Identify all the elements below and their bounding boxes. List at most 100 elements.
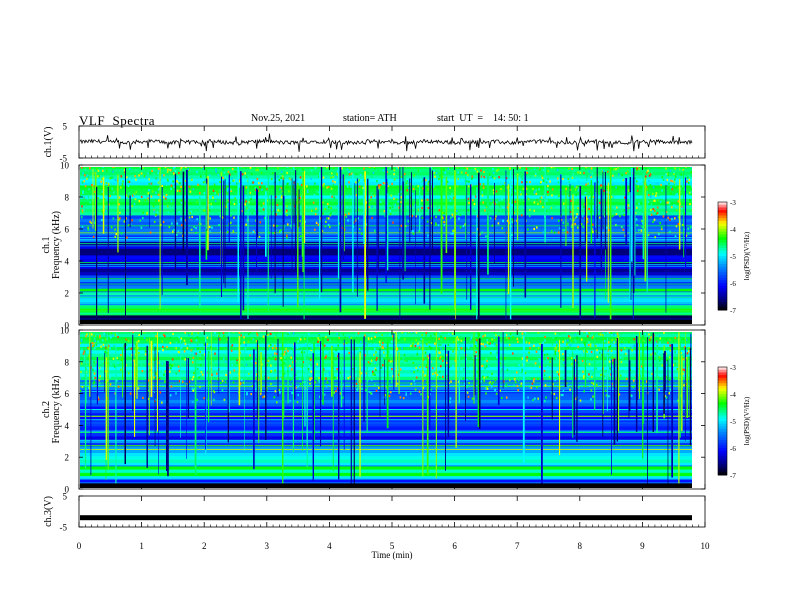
ch1-spectrogram-speckle xyxy=(279,181,281,184)
ch2-spectrogram-speckle xyxy=(474,344,477,348)
ch2-spectrogram-streak xyxy=(287,356,289,404)
ch2-spectrogram-speckle xyxy=(588,332,590,333)
ch2-spectrogram-speckle xyxy=(564,339,567,342)
ch2-spectrogram-speckle xyxy=(97,398,100,401)
ch1-spectrogram-speckle xyxy=(277,175,279,178)
ch2-spectrogram-band xyxy=(80,346,692,351)
ch2-spectrogram-speckle xyxy=(412,342,414,345)
ch2-spectrogram-speckle xyxy=(411,345,414,348)
ch2-spectrogram-speckle xyxy=(290,368,293,371)
ch1-spectrogram-speckle xyxy=(451,192,453,196)
ch2-spectrogram-speckle xyxy=(602,332,605,333)
ch2-spectrogram-speckle xyxy=(153,348,155,351)
ch1-spectrogram-speckle xyxy=(344,195,346,198)
ch1-spectrogram-speckle xyxy=(569,218,572,221)
ch2-spectrogram-speckle xyxy=(248,352,250,355)
ch2-spectrogram-speckle xyxy=(591,358,593,361)
ch1-spectrogram-speckle xyxy=(88,188,90,191)
ch1-spectrogram-speckle xyxy=(84,204,87,207)
ch1-spectrogram-speckle xyxy=(338,222,341,225)
ch2-spectrogram-speckle xyxy=(82,352,85,355)
ch1-spectrogram-speckle xyxy=(557,177,559,180)
ch1-spectrogram-speckle xyxy=(365,201,368,204)
ch2-spectrogram-speckle xyxy=(311,368,313,371)
ch2-spectrogram-speckle xyxy=(142,396,144,399)
ch1-spectrogram-speckle xyxy=(528,214,531,218)
ch2-spectrogram-speckle xyxy=(230,376,233,379)
ch2-spectrogram-speckle xyxy=(286,332,289,334)
ch2-spectrogram-speckle xyxy=(218,332,221,335)
ch2-spectrogram-speckle xyxy=(83,355,86,358)
ch1-spectrogram-speckle xyxy=(652,210,654,213)
ch1-spectrogram-speckle xyxy=(691,218,692,221)
ch2-spectrogram-speckle xyxy=(199,350,201,353)
ch1-spectrogram-speckle xyxy=(115,232,118,236)
ch1-spectrogram-speckle xyxy=(535,192,538,195)
ch1-spectrogram-speckle xyxy=(366,171,368,174)
ch2-spectrogram-colorbar-seg xyxy=(718,472,727,476)
ch2-spectrogram-speckle xyxy=(210,361,212,364)
ch1-spectrogram-speckle xyxy=(179,189,181,192)
ch2-spectrogram-speckle xyxy=(262,335,265,338)
ch1-spectrogram-streak xyxy=(337,167,340,279)
ch2-spectrogram-speckle xyxy=(201,354,204,357)
ch1-spectrogram-speckle xyxy=(90,221,93,225)
ch1-spectrogram-speckle xyxy=(193,225,195,228)
ch2-spectrogram-speckle xyxy=(81,351,84,354)
ch1-spectrogram-speckle xyxy=(348,173,351,176)
ch2-spectrogram-speckle xyxy=(467,366,469,369)
ch2-spectrogram-speckle xyxy=(374,361,377,365)
ch2-spectrogram-speckle xyxy=(209,338,212,341)
ch2-spectrogram-speckle xyxy=(485,387,487,390)
ch2-spectrogram-speckle xyxy=(317,379,319,382)
ch2-spectrogram-colorbar-tick: -5 xyxy=(730,418,736,426)
ch1-spectrogram-speckle xyxy=(314,213,317,216)
ch2-spectrogram-speckle xyxy=(470,336,473,339)
ch1-spectrogram-speckle xyxy=(128,224,130,227)
ch2-spectrogram-speckle xyxy=(103,332,106,335)
ch1-spectrogram-speckle xyxy=(619,215,621,218)
ch2-spectrogram-streak xyxy=(652,332,654,432)
ch2-spectrogram-speckle xyxy=(224,380,227,383)
ch1-spectrogram-speckle xyxy=(245,186,248,189)
ch1-spectrogram-speckle xyxy=(430,167,433,169)
ch1-spectrogram-speckle xyxy=(164,167,167,169)
ch2-spectrogram-speckle xyxy=(317,340,319,343)
ch1-spectrogram-speckle xyxy=(361,232,363,235)
ch2-spectrogram-streak xyxy=(435,332,437,479)
ch1-spectrogram-colorbar-seg xyxy=(718,266,727,270)
ch2-spectrogram-streak xyxy=(167,361,169,477)
ch2-spectrogram-speckle xyxy=(596,383,598,386)
ch1-spectrogram-speckle xyxy=(498,199,501,202)
ch2-spectrogram-speckle xyxy=(329,357,331,360)
ch1-spectrogram-speckle xyxy=(378,186,381,189)
ch2-spectrogram-speckle xyxy=(659,359,661,362)
ch1-spectrogram-speckle xyxy=(458,217,460,220)
ch1-spectrogram-speckle xyxy=(645,186,648,189)
ch2-spectrogram-speckle xyxy=(302,361,304,364)
ch2-spectrogram-speckle xyxy=(470,344,472,347)
ch1-spectrogram-speckle xyxy=(690,174,692,177)
ch1-spectrogram-speckle xyxy=(584,167,587,170)
ch1-spectrogram-speckle xyxy=(288,177,291,180)
ch1-spectrogram-streak xyxy=(339,167,342,313)
ch2-spectrogram-speckle xyxy=(475,341,477,344)
ch2-spectrogram-speckle xyxy=(431,374,434,378)
ch2-spectrogram-speckle xyxy=(462,351,464,354)
ch1-spectrogram-speckle xyxy=(556,168,559,172)
ch2-spectrogram-streak xyxy=(386,341,389,429)
ch1-spectrogram-speckle xyxy=(482,183,485,186)
ch1-spectrogram-speckle xyxy=(173,186,175,189)
ch3-waveform-trace xyxy=(80,515,692,521)
ch1-spectrogram-speckle xyxy=(605,226,608,229)
ch1-spectrogram-speckle xyxy=(382,182,385,185)
ch1-spectrogram-speckle xyxy=(277,209,279,212)
ch2-spectrogram-speckle xyxy=(144,376,147,380)
ch2-spectrogram-speckle xyxy=(364,342,367,345)
ch2-spectrogram-speckle xyxy=(336,370,339,373)
ch1-spectrogram-speckle xyxy=(354,218,357,221)
ch1-spectrogram-speckle xyxy=(150,195,153,198)
ch1-spectrogram-streak xyxy=(377,189,379,271)
ch1-spectrogram-speckle xyxy=(408,181,410,184)
ch1-spectrogram-speckle xyxy=(327,185,330,189)
